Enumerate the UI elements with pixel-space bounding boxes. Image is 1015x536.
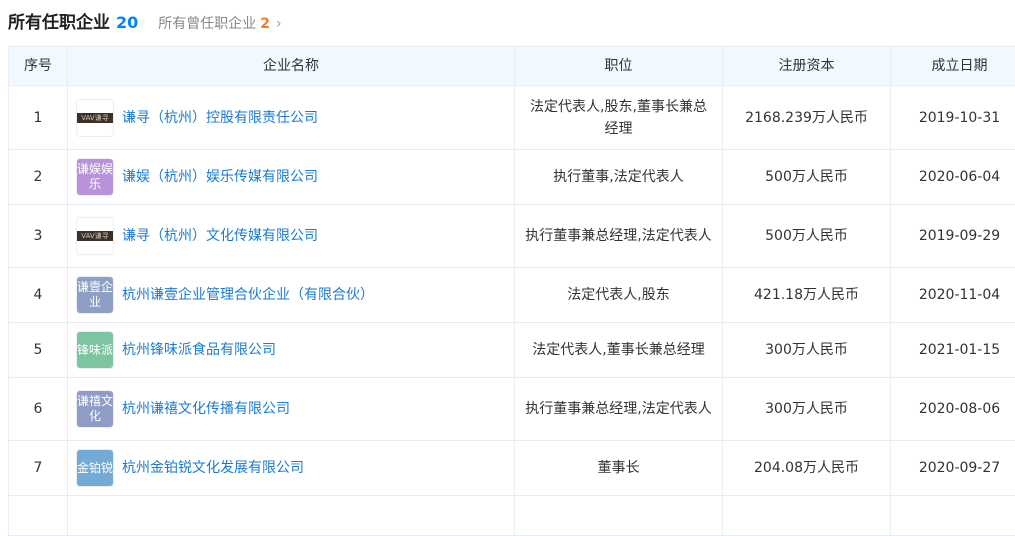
- established-date: 2020-06-04: [891, 150, 1015, 205]
- row-number: 7: [9, 441, 68, 496]
- chevron-right-icon: ›: [276, 16, 282, 32]
- company-name-link[interactable]: 谦寻（杭州）文化传媒有限公司: [122, 225, 318, 247]
- company-name-link[interactable]: 杭州谦禧文化传播有限公司: [122, 398, 290, 420]
- registered-capital: 500万人民币: [723, 205, 891, 268]
- column-header: 序号: [9, 47, 68, 86]
- table-row: 2 谦娱娱乐谦娱（杭州）娱乐传媒有限公司 执行董事,法定代表人 500万人民币 …: [9, 150, 1015, 205]
- position: 法定代表人,股东,董事长兼总经理: [515, 86, 723, 150]
- registered-capital: 300万人民币: [723, 323, 891, 378]
- company-logo: 谦娱娱乐: [76, 158, 114, 196]
- row-number: 2: [9, 150, 68, 205]
- table-row: 7 金铂锐杭州金铂锐文化发展有限公司 董事长 204.08万人民币 2020-0…: [9, 441, 1015, 496]
- established-date: 2020-08-06: [891, 378, 1015, 441]
- table-row: 5 锋味派杭州锋味派食品有限公司 法定代表人,董事长兼总经理 300万人民币 2…: [9, 323, 1015, 378]
- column-header: 成立日期: [891, 47, 1015, 86]
- table-row: 1 VAV谦寻谦寻（杭州）控股有限责任公司 法定代表人,股东,董事长兼总经理 2…: [9, 86, 1015, 150]
- companies-table: 序号企业名称职位注册资本成立日期 1 VAV谦寻谦寻（杭州）控股有限责任公司 法…: [8, 46, 1015, 536]
- company-logo: 金铂锐: [76, 449, 114, 487]
- company-logo: 锋味派: [76, 331, 114, 369]
- position: 执行董事,法定代表人: [515, 150, 723, 205]
- registered-capital: 300万人民币: [723, 378, 891, 441]
- position: 法定代表人,股东: [515, 268, 723, 323]
- company-logo: VAV谦寻: [76, 99, 114, 137]
- registered-capital: 500万人民币: [723, 150, 891, 205]
- column-header: 职位: [515, 47, 723, 86]
- column-header: 注册资本: [723, 47, 891, 86]
- position: 执行董事兼总经理,法定代表人: [515, 378, 723, 441]
- established-date: 2021-01-15: [891, 323, 1015, 378]
- column-header: 企业名称: [68, 47, 515, 86]
- table-row: [9, 496, 1015, 536]
- position: 董事长: [515, 441, 723, 496]
- established-date: 2019-10-31: [891, 86, 1015, 150]
- row-number: 6: [9, 378, 68, 441]
- company-name-link[interactable]: 杭州锋味派食品有限公司: [122, 339, 276, 361]
- table-row: 3 VAV谦寻谦寻（杭州）文化传媒有限公司 执行董事兼总经理,法定代表人 500…: [9, 205, 1015, 268]
- section-title: 所有任职企业: [8, 8, 110, 33]
- position: 法定代表人,董事长兼总经理: [515, 323, 723, 378]
- row-number: 3: [9, 205, 68, 268]
- company-count: 20: [116, 13, 138, 32]
- company-logo: VAV谦寻: [76, 217, 114, 255]
- established-date: 2019-09-29: [891, 205, 1015, 268]
- position: 执行董事兼总经理,法定代表人: [515, 205, 723, 268]
- established-date: 2020-09-27: [891, 441, 1015, 496]
- company-name-link[interactable]: 谦寻（杭州）控股有限责任公司: [122, 107, 318, 129]
- company-name-link[interactable]: 杭州金铂锐文化发展有限公司: [122, 457, 304, 479]
- row-number: 4: [9, 268, 68, 323]
- row-number: 5: [9, 323, 68, 378]
- company-logo: 谦壹企业: [76, 276, 114, 314]
- former-label: 所有曾任职企业: [158, 16, 256, 32]
- table-row: 6 谦禧文化杭州谦禧文化传播有限公司 执行董事兼总经理,法定代表人 300万人民…: [9, 378, 1015, 441]
- table-row: 4 谦壹企业杭州谦壹企业管理合伙企业（有限合伙） 法定代表人,股东 421.18…: [9, 268, 1015, 323]
- company-name-link[interactable]: 谦娱（杭州）娱乐传媒有限公司: [122, 166, 318, 188]
- former-count: 2: [260, 16, 270, 32]
- registered-capital: 2168.239万人民币: [723, 86, 891, 150]
- company-name-link[interactable]: 杭州谦壹企业管理合伙企业（有限合伙）: [122, 284, 374, 306]
- company-logo: 谦禧文化: [76, 390, 114, 428]
- registered-capital: 421.18万人民币: [723, 268, 891, 323]
- established-date: 2020-11-04: [891, 268, 1015, 323]
- registered-capital: 204.08万人民币: [723, 441, 891, 496]
- row-number: 1: [9, 86, 68, 150]
